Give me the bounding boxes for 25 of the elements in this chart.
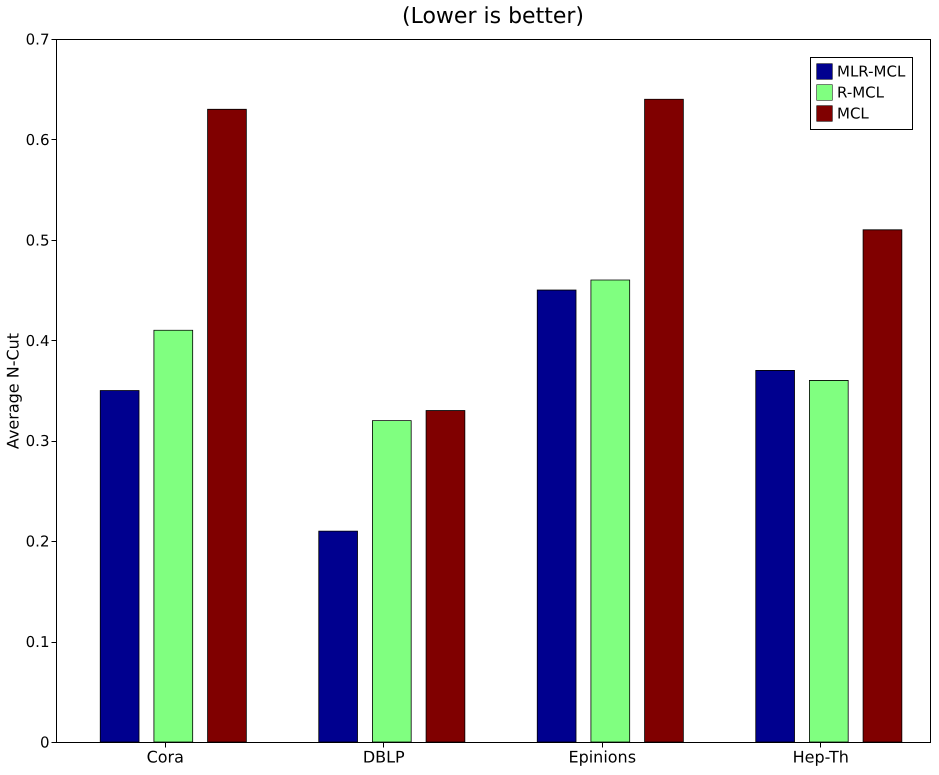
legend-label: MLR-MCL <box>837 62 906 80</box>
x-tick-label: DBLP <box>362 748 406 766</box>
legend-label: MCL <box>837 104 870 122</box>
bar <box>100 390 140 742</box>
y-tick-label: 0.5 <box>26 231 50 250</box>
y-tick-label: 0.4 <box>26 332 50 350</box>
bar <box>644 98 684 742</box>
legend-label: R-MCL <box>837 84 885 102</box>
bar <box>536 290 576 742</box>
bar <box>207 108 247 742</box>
y-tick-label: 0.7 <box>26 30 50 48</box>
y-tick-label: 0.1 <box>26 633 50 652</box>
x-tick-label: Hep-Th <box>792 748 849 766</box>
y-tick-label: 0.2 <box>26 532 50 551</box>
y-tick-label: 0.6 <box>26 130 50 149</box>
bar <box>862 229 902 742</box>
bar <box>318 530 358 742</box>
bar <box>755 370 795 742</box>
x-tick-label: Epinions <box>568 748 636 766</box>
bar <box>426 410 466 742</box>
x-tick-label: Cora <box>146 748 184 766</box>
y-tick-label: 0 <box>40 734 50 752</box>
y-tick-label: 0.3 <box>26 432 50 450</box>
chart-title: (Lower is better) <box>402 4 584 29</box>
y-axis-title: Average N-Cut <box>4 332 23 450</box>
